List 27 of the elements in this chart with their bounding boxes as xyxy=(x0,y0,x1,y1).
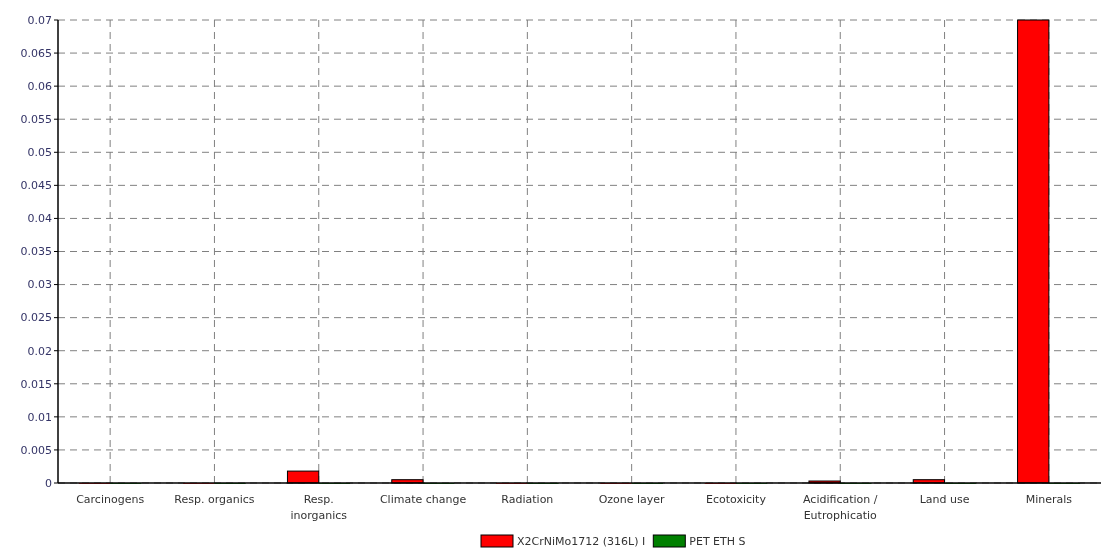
x-tick-label: Ozone layer xyxy=(598,493,666,506)
legend-label: PET ETH S xyxy=(689,534,746,548)
x-tick-label: Resp. inorganics xyxy=(290,493,348,522)
x-tick-label: Ecotoxicity xyxy=(705,493,767,506)
y-tick-label: 0.035 xyxy=(20,245,52,259)
y-tick-label: 0.055 xyxy=(20,113,52,127)
x-tick-label: Radiation xyxy=(501,493,554,506)
y-tick-label: 0 xyxy=(45,476,52,490)
y-tick-label: 0.02 xyxy=(27,344,52,358)
y-tick-label: 0.025 xyxy=(20,311,52,325)
x-tick-label: Minerals xyxy=(1025,493,1073,506)
y-tick-label: 0.01 xyxy=(27,410,52,424)
y-tick-label: 0.015 xyxy=(20,377,52,391)
x-tick-label: Carcinogens xyxy=(76,493,145,506)
y-tick-label: 0.06 xyxy=(27,79,52,93)
y-tick-label: 0.07 xyxy=(27,13,52,27)
y-tick-label: 0.04 xyxy=(27,212,52,226)
y-tick-label: 0.03 xyxy=(27,278,52,292)
x-tick-label: Land use xyxy=(919,493,970,506)
x-tick-label: Acidification / Eutrophicatio xyxy=(803,493,878,522)
y-tick-label: 0.005 xyxy=(20,443,52,457)
y-tick-label: 0.065 xyxy=(20,46,52,60)
legend-label: X2CrNiMo1712 (316L) I xyxy=(517,534,646,548)
x-tick-label: Climate change xyxy=(379,493,467,506)
y-tick-label: 0.045 xyxy=(20,179,52,193)
y-tick-label: 0.05 xyxy=(27,146,52,160)
x-tick-label: Resp. organics xyxy=(174,493,255,506)
